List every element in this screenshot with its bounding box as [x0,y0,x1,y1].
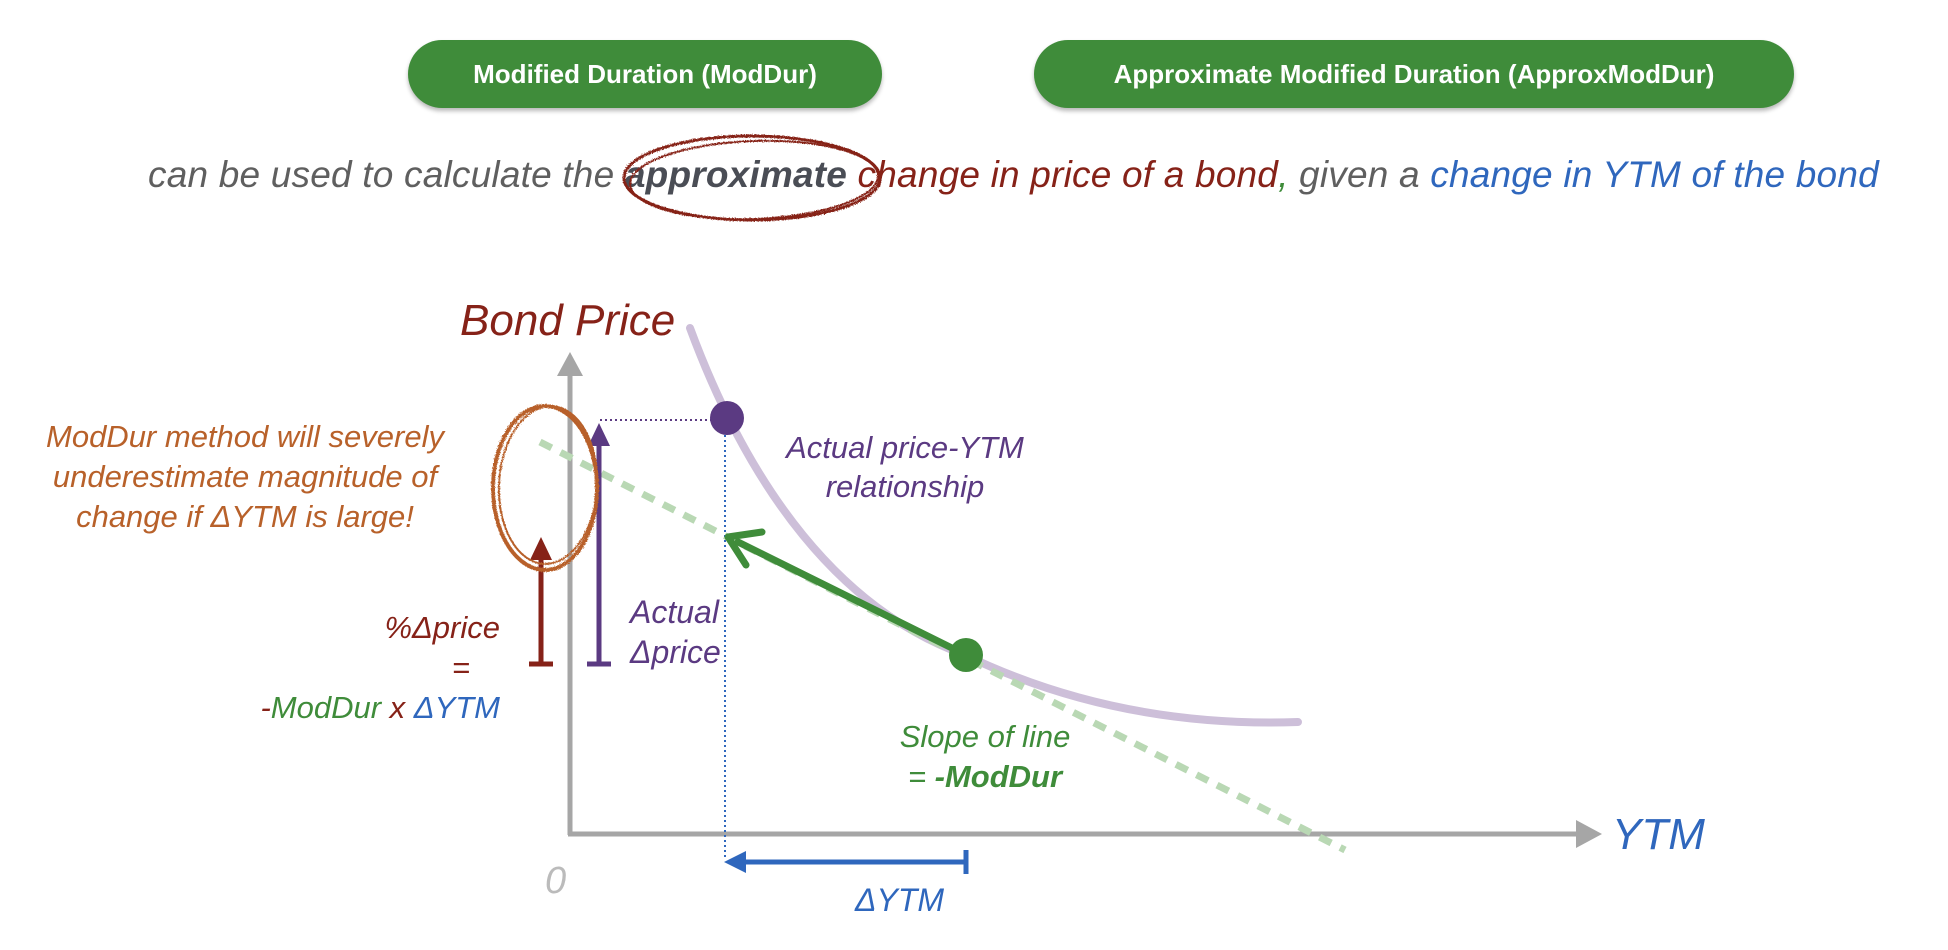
sentence-comma: , [1278,154,1289,195]
origin-label: 0 [545,860,567,902]
pct-delta-price-formula: %Δprice = -ModDur x ΔYTM [210,608,500,728]
y-axis-arrowhead [557,352,583,376]
axes [557,352,1602,848]
approximate-modified-duration-label: Approximate Modified Duration (ApproxMod… [1113,58,1715,89]
new-price-point [710,401,744,435]
description-sentence: can be used to calculate the approximate… [148,154,1938,196]
warning-highlight-circle [491,404,599,572]
sentence-part-1: can be used to calculate the [148,154,625,195]
pct-delta-price-line-3: -ModDur x ΔYTM [210,688,500,728]
current-price-point [949,638,983,672]
pct-delta-price-line-2: = [451,650,470,685]
slope-arrow-head [724,528,766,569]
modified-duration-button[interactable]: Modified Duration (ModDur) [408,40,882,108]
actual-delta-price-arrowhead [588,423,610,446]
tangent-line [538,438,1347,854]
approximate-highlight-circle [622,134,882,222]
delta-ytm-arrowhead [724,851,746,873]
actual-delta-price-line-2: Δprice [630,634,721,670]
estimated-delta-price-arrowhead [530,537,552,560]
warning-line-3: change if ΔYTM is large! [76,499,414,534]
slope-label: Slope of line = -ModDur [870,717,1100,797]
actual-delta-price-label: Actual Δprice [630,592,721,672]
formula-times: x [381,690,414,725]
y-axis-label: Bond Price [460,296,676,345]
warning-line-2: underestimate magnitude of [52,459,438,494]
slope-arrow-shaft [734,538,970,659]
formula-moddur: ModDur [270,690,382,725]
curve-label-line-1: Actual price-YTM [786,430,1024,465]
slope-label-value: -ModDur [934,759,1063,794]
approximate-modified-duration-button[interactable]: Approximate Modified Duration (ApproxMod… [1034,40,1794,108]
x-axis-arrowhead [1576,820,1602,848]
curve-label: Actual price-YTM relationship [770,428,1040,506]
actual-delta-price-line-1: Actual [630,594,719,630]
slope-label-prefix: = [907,759,935,794]
delta-ytm-label: ΔYTM [855,882,945,918]
modified-duration-label: Modified Duration (ModDur) [473,58,817,89]
formula-delta-ytm: ΔYTM [413,690,500,725]
curve-label-line-2: relationship [825,469,985,504]
sentence-part-3: given a [1288,154,1431,195]
warning-line-1: ModDur method will severely [46,419,444,454]
slope-label-line-2: = -ModDur [870,757,1100,797]
price-ytm-curve [686,324,1302,727]
pct-delta-price-line-1: %Δprice [384,610,500,645]
sentence-ytm-change: change in YTM of the bond [1430,154,1879,195]
sentence-emphasis-approximate: approximate [624,154,848,195]
formula-minus: - [260,690,271,725]
warning-note: ModDur method will severely underestimat… [20,417,470,537]
x-axis-label: YTM [1612,810,1705,859]
sentence-price-change: change in price of a bond [847,154,1279,195]
slope-label-line-1: Slope of line [899,719,1071,754]
